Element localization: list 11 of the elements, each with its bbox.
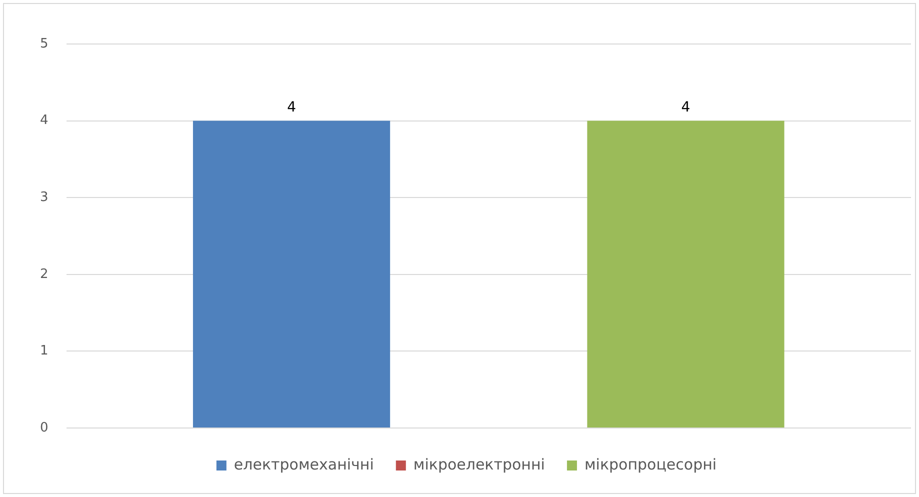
data-label: 4	[287, 99, 296, 116]
y-tick-label: 4	[40, 113, 48, 128]
y-tick-label: 5	[40, 36, 48, 52]
y-tick-label: 2	[40, 266, 48, 282]
y-tick-label: 0	[40, 420, 48, 436]
legend-label: електромеханічні	[234, 455, 374, 474]
legend-label: мікроелектронні	[413, 455, 545, 474]
y-tick-label: 1	[40, 344, 48, 359]
legend-label: мікропроцесорні	[584, 455, 717, 474]
y-tick-label: 3	[40, 190, 48, 205]
data-label: 4	[681, 99, 690, 116]
